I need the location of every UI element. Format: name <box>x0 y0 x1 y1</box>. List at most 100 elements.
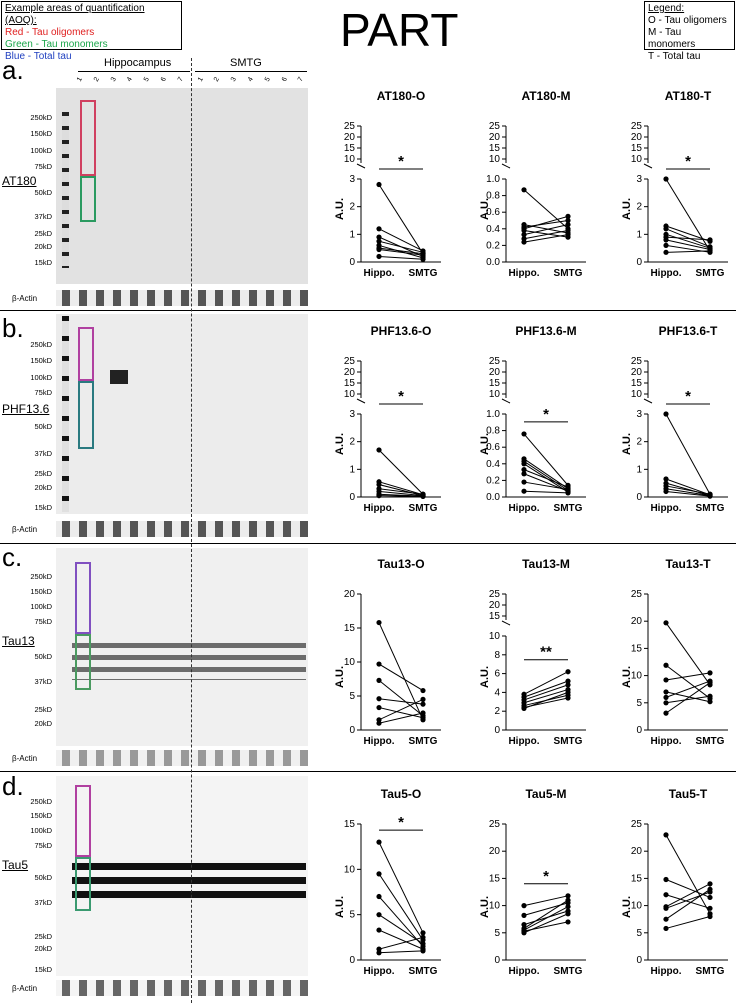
data-point-smtg <box>565 222 571 228</box>
chart-tau13-o: Tau13-O A.U. 0 5 10 15 20 Hippo. SMTG <box>334 557 441 747</box>
y-tick-label: 0.0 <box>486 492 500 503</box>
pair-line <box>665 239 711 251</box>
chart-title: AT180-O <box>377 89 425 103</box>
antibody-label-b: PHF13.6 <box>2 402 50 416</box>
y-tick-label: 1 <box>636 464 642 475</box>
pair-line <box>523 913 569 934</box>
pair-line <box>378 481 424 496</box>
data-point-hippo <box>376 619 382 626</box>
pair-line <box>378 240 424 253</box>
lane-number: 6 <box>280 76 289 83</box>
y-tick-label: 15 <box>631 143 643 154</box>
actin-label-d: β-Actin <box>12 984 38 993</box>
chart-title: Tau13-T <box>665 557 711 571</box>
data-point-smtg <box>565 919 571 925</box>
y-tick-label: 0.2 <box>486 475 500 486</box>
chart-tau5-m: Tau5-M A.U. 0 5 10 15 20 25 Hippo. SMTG * <box>479 787 586 977</box>
data-point-hippo <box>663 700 669 706</box>
panel-letter-b: b. <box>2 313 24 343</box>
data-point-hippo <box>521 431 527 437</box>
x-tick-label: SMTG <box>696 268 725 279</box>
aoq-line-green: Green - Tau monomers <box>5 39 108 50</box>
chart-title: Tau5-T <box>669 787 708 801</box>
data-point-smtg <box>420 252 426 258</box>
axis-break-mark <box>643 398 653 404</box>
x-tick-label: Hippo. <box>363 966 394 977</box>
y-tick-label: 0 <box>494 955 500 966</box>
y-tick-label: 15 <box>344 378 356 389</box>
y-tick-label: 15 <box>489 143 501 154</box>
data-point-hippo <box>376 226 382 232</box>
pair-line <box>665 478 711 496</box>
lane-number: 3 <box>109 76 118 83</box>
data-point-smtg <box>420 715 426 721</box>
pair-line <box>523 689 569 704</box>
data-point-hippo <box>663 242 669 248</box>
y-tick-label: 4 <box>494 687 500 698</box>
actin-blot-d <box>56 980 308 996</box>
y-tick-label: 20 <box>631 616 643 627</box>
data-point-smtg <box>565 217 571 224</box>
chart-title: PHF13.6-T <box>659 324 718 338</box>
y-tick-label: 5 <box>636 928 642 939</box>
y-tick-label: 2 <box>349 437 355 448</box>
data-point-hippo <box>521 488 527 494</box>
data-point-hippo <box>663 226 669 232</box>
pair-line <box>378 244 424 259</box>
legend-title: Legend: <box>648 3 685 14</box>
marker-label: 100kD <box>30 373 52 382</box>
chart-title: AT180-T <box>665 89 712 103</box>
y-tick-label: 20 <box>489 846 501 857</box>
aoq-red-c <box>75 562 91 634</box>
y-tick-label: 0.8 <box>486 191 500 202</box>
x-tick-label: Hippo. <box>363 503 394 514</box>
y-tick-label: 0 <box>494 725 500 736</box>
marker-label: 250kD <box>30 113 52 122</box>
pair-line <box>665 233 711 249</box>
data-point-smtg <box>707 670 713 676</box>
y-tick-label: 20 <box>489 600 501 611</box>
data-point-smtg <box>565 669 571 675</box>
lane-number: 1 <box>196 76 205 83</box>
y-tick-label: 15 <box>631 873 643 884</box>
pair-line <box>665 178 711 252</box>
separator-d <box>0 771 736 772</box>
y-tick-label: 6 <box>494 669 500 680</box>
y-tick-label: 25 <box>631 819 643 830</box>
data-point-smtg <box>565 911 571 917</box>
significance-star: * <box>398 153 404 170</box>
marker-label: 50kD <box>34 652 52 661</box>
data-point-smtg <box>707 894 713 901</box>
marker-label: 15kD <box>34 965 52 974</box>
western-blot-b <box>56 314 308 514</box>
axis-break-mark <box>501 163 511 169</box>
y-tick-label: 20 <box>631 132 643 143</box>
marker-label: 150kD <box>30 811 52 820</box>
y-tick-label: 1.0 <box>486 174 500 185</box>
pair-line <box>523 899 569 929</box>
y-axis-label: A.U. <box>621 896 633 918</box>
data-point-smtg <box>707 889 713 895</box>
y-tick-label: 5 <box>494 928 500 939</box>
aoq-green-c <box>75 634 91 690</box>
hippocampus-underline <box>78 71 190 72</box>
pair-line <box>378 950 424 954</box>
data-point-hippo <box>521 903 527 909</box>
x-tick-label: SMTG <box>554 268 583 279</box>
y-tick-label: 0 <box>636 257 642 268</box>
x-tick-label: SMTG <box>409 268 438 279</box>
x-tick-label: Hippo. <box>650 503 681 514</box>
y-tick-label: 3 <box>636 174 642 185</box>
marker-label: 100kD <box>30 146 52 155</box>
legend-line-o: O - Tau oligomers <box>648 15 727 26</box>
y-tick-label: 10 <box>489 389 501 400</box>
y-tick-label: 25 <box>631 121 643 132</box>
pair-line <box>378 184 424 254</box>
data-point-hippo <box>663 476 669 482</box>
antibody-label-d: Tau5 <box>2 858 29 872</box>
marker-label: 100kD <box>30 602 52 611</box>
marker-label: 37kD <box>34 677 52 686</box>
data-point-hippo <box>376 481 382 488</box>
actin-blot-a <box>56 290 308 306</box>
